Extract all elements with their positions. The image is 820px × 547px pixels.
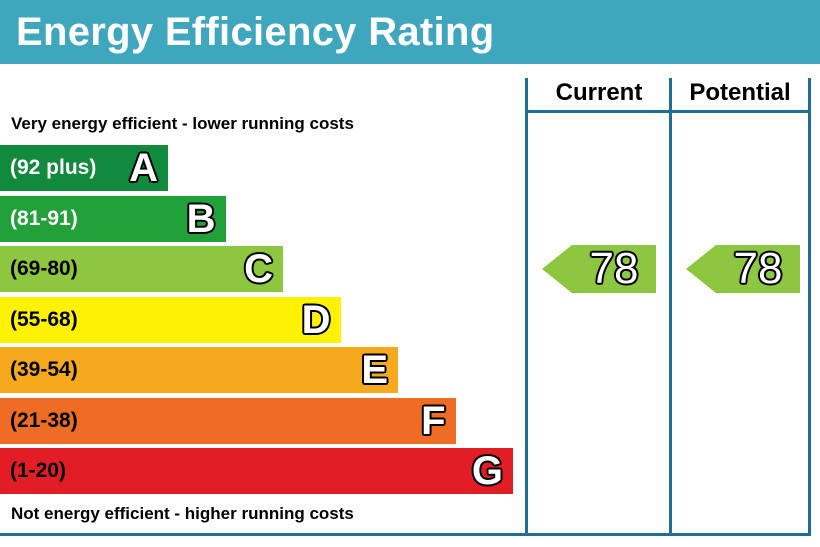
band-f-letter: F (421, 398, 446, 443)
potential-rating-value: 78 (733, 244, 783, 293)
efficient-label: Very energy efficient - lower running co… (11, 114, 354, 133)
band-b: (81-91) B (0, 195, 226, 242)
band-g: (1-20) G (0, 448, 513, 494)
band-b-range: (81-91) (10, 206, 78, 230)
current-rating-value: 78 (589, 244, 639, 293)
band-d-range: (55-68) (10, 307, 78, 331)
band-e: (39-54) E (0, 347, 398, 393)
page-title: Energy Efficiency Rating (16, 10, 495, 54)
rule-left (525, 78, 528, 535)
rule-middle (669, 78, 672, 535)
current-column-header: Current (555, 79, 643, 106)
header-bar: Energy Efficiency Rating (0, 0, 820, 64)
current-rating-arrow (542, 245, 656, 293)
band-g-letter: G (471, 449, 503, 493)
band-g-range: (1-20) (10, 459, 67, 482)
band-f-range: (21-38) (10, 408, 78, 432)
inefficient-label: Not energy efficient - higher running co… (11, 504, 354, 523)
band-c-letter: C (244, 247, 273, 291)
potential-rating-arrow (686, 245, 800, 293)
band-f: (21-38) F (0, 397, 456, 444)
band-c: (69-80) C (0, 246, 283, 292)
band-a-letter: A (129, 146, 158, 190)
band-d: (55-68) D (0, 296, 341, 343)
band-c-range: (69-80) (10, 257, 78, 280)
band-e-letter: E (361, 348, 388, 392)
band-b-letter: B (186, 196, 216, 241)
band-a: (92 plus) A (0, 145, 168, 191)
band-e-range: (39-54) (10, 358, 78, 381)
band-a-range: (92 plus) (10, 156, 97, 179)
rule-header-divider (525, 110, 811, 113)
rule-right (808, 78, 811, 535)
band-d-letter: D (301, 297, 331, 342)
rule-bottom (0, 533, 811, 536)
potential-column-header: Potential (689, 79, 791, 106)
